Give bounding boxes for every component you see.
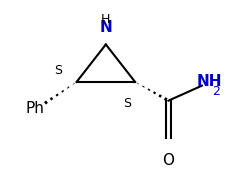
Text: S: S [54,64,62,77]
Text: S: S [123,97,131,110]
Text: O: O [163,153,174,168]
Text: Ph: Ph [25,101,44,116]
Text: 2: 2 [212,85,220,98]
Text: N: N [99,20,112,35]
Text: NH: NH [197,74,222,89]
Text: H: H [101,13,111,26]
